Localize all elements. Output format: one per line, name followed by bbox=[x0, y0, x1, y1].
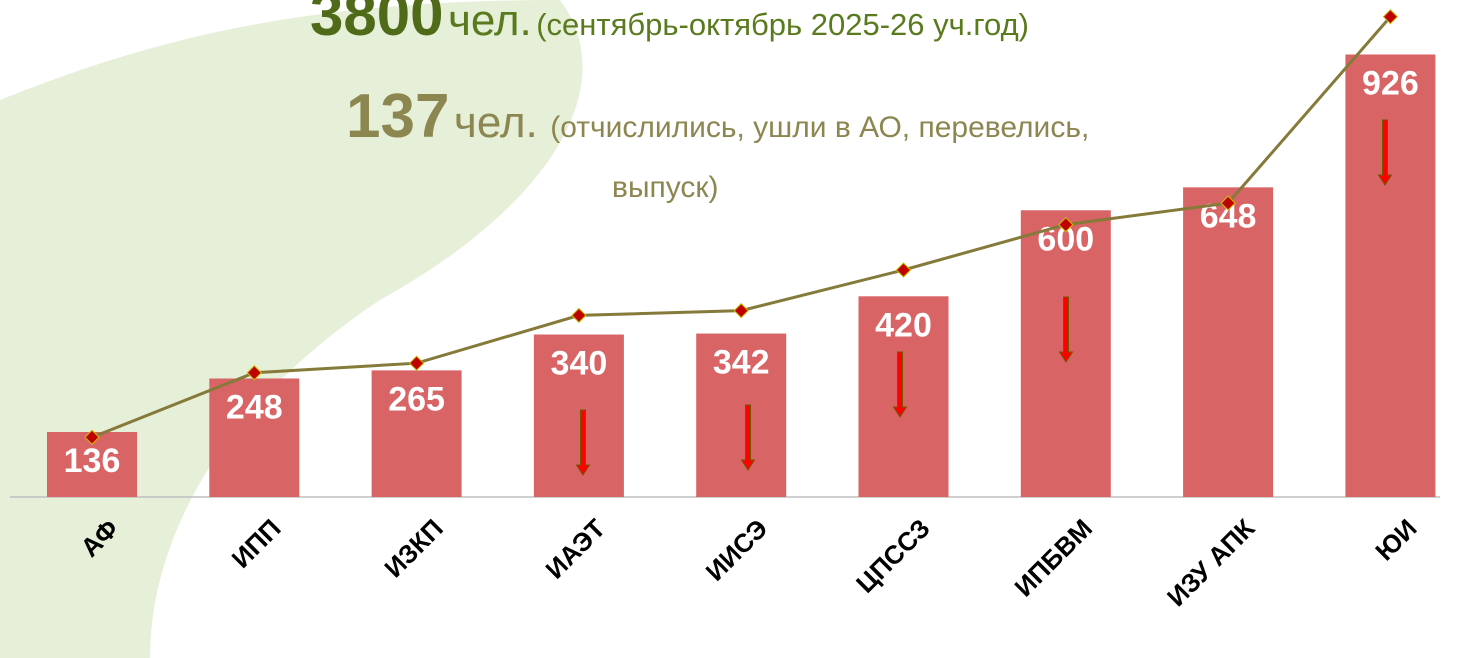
background-shape bbox=[0, 0, 583, 658]
bar bbox=[209, 378, 300, 497]
line-marker bbox=[1382, 9, 1399, 25]
line-marker bbox=[895, 262, 912, 278]
bar bbox=[1183, 187, 1274, 498]
line-marker bbox=[408, 355, 425, 371]
bar bbox=[533, 334, 624, 497]
value-label: 340 bbox=[551, 345, 608, 383]
headline-unit: чел. bbox=[448, 0, 532, 45]
headline: 3800 чел. (сентябрь-октябрь 2025-26 уч.г… bbox=[310, 0, 1029, 48]
x-tick-label: ИАЭТ bbox=[540, 513, 612, 585]
line-marker bbox=[1220, 195, 1236, 211]
line-marker bbox=[1058, 216, 1074, 233]
line-marker bbox=[246, 365, 263, 381]
line-marker bbox=[571, 307, 587, 324]
x-tick-label: ИЗКП bbox=[378, 513, 448, 583]
headline-note: (сентябрь-октябрь 2025-26 уч.год) bbox=[536, 7, 1029, 42]
subheadline-number: 137 bbox=[346, 82, 449, 151]
line-marker bbox=[733, 302, 749, 319]
x-tick-label: ЦПССЗ bbox=[850, 513, 936, 599]
value-label: 420 bbox=[875, 306, 932, 344]
decrease-arrow bbox=[1058, 296, 1074, 363]
bar bbox=[696, 333, 787, 497]
x-tick-label: ИПБВМ bbox=[1009, 513, 1098, 602]
value-label: 248 bbox=[226, 388, 283, 426]
subheadline-note: выпуск) bbox=[612, 171, 719, 204]
x-tick-label: ЮИ bbox=[1369, 513, 1422, 566]
value-label: 926 bbox=[1362, 64, 1419, 102]
value-label: 265 bbox=[388, 380, 445, 418]
x-tick-label: ИПП bbox=[226, 513, 287, 574]
decrease-arrow bbox=[1377, 119, 1393, 186]
line-marker bbox=[84, 429, 100, 445]
value-label: 342 bbox=[713, 344, 770, 382]
headline-number: 3800 bbox=[310, 0, 443, 48]
x-tick-label: ИЗУ АПК bbox=[1161, 513, 1260, 612]
decrease-arrow bbox=[575, 409, 591, 476]
bar bbox=[858, 296, 949, 497]
subheadline: 137 чел. (отчислились, ушли в АО, переве… bbox=[346, 82, 1089, 151]
decrease-arrow bbox=[892, 351, 908, 418]
bar bbox=[371, 370, 462, 497]
bar bbox=[1345, 54, 1436, 497]
decrease-arrow bbox=[740, 404, 756, 471]
subheadline-unit: чел. bbox=[454, 98, 538, 147]
x-tick-label: ИИСЭ bbox=[700, 513, 774, 587]
value-label: 136 bbox=[64, 442, 121, 480]
subheadline-note: (отчислились, ушли в АО, перевелись, bbox=[550, 111, 1089, 144]
